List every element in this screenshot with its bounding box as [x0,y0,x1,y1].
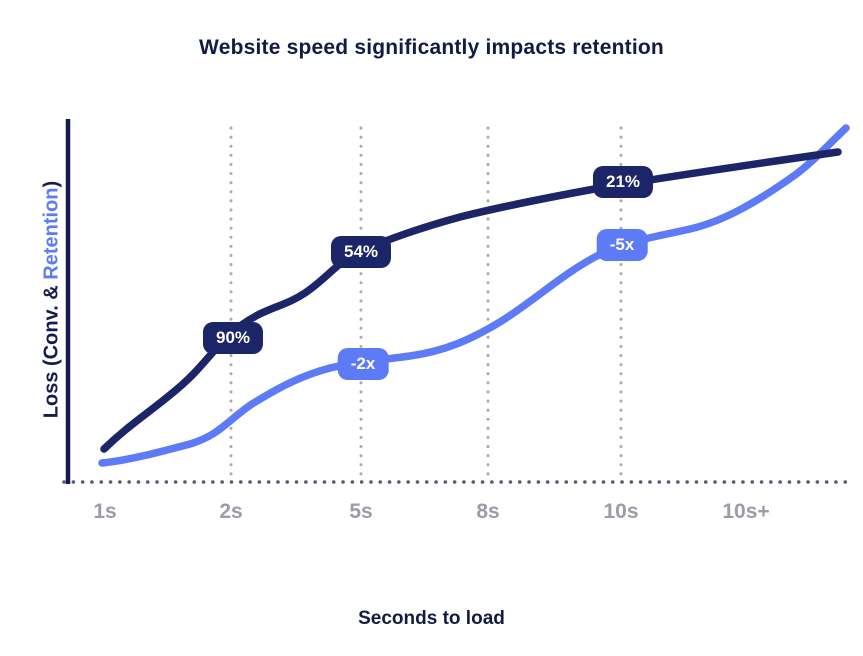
annotation-badge-2x: -2x [337,348,389,380]
retention-line [98,124,850,467]
y-axis-label: Loss (Conv. & Retention) [41,110,64,490]
annotation-badge-21pct: 21% [592,166,654,198]
x-tick-2s: 2s [219,500,243,523]
annotation-badge-5x: -5x [596,229,648,261]
annotation-badge-54pct: 54% [330,236,392,268]
conversion-line [100,148,842,453]
chart-title: Website speed significantly impacts rete… [199,36,664,59]
y-axis-label-retention: Retention [40,187,63,280]
x-tick-10s-plus: 10s+ [722,500,770,523]
x-axis-title: Seconds to load [358,608,505,629]
x-tick-1s: 1s [93,500,117,523]
y-axis-label-suffix: ) [40,180,63,188]
y-axis-label-prefix: Loss (Conv. & [40,279,63,419]
x-tick-8s: 8s [476,500,500,523]
annotation-badge-90pct: 90% [202,322,264,354]
x-tick-10s: 10s [603,500,639,523]
x-tick-5s: 5s [349,500,373,523]
